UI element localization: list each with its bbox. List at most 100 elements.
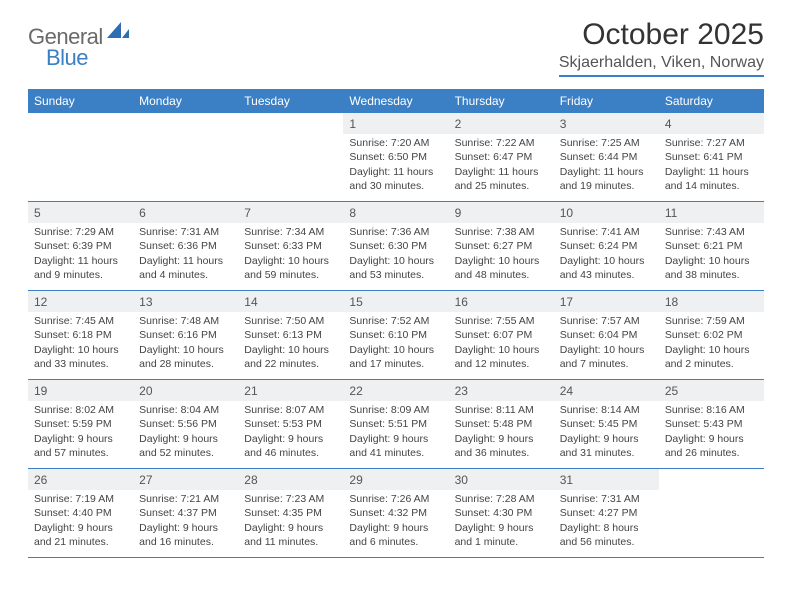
sunset-text: Sunset: 5:56 PM	[139, 417, 232, 431]
sunset-text: Sunset: 5:53 PM	[244, 417, 337, 431]
sunrise-text: Sunrise: 7:52 AM	[349, 314, 442, 328]
sunrise-text: Sunrise: 7:50 AM	[244, 314, 337, 328]
weekday-header-row: Sunday Monday Tuesday Wednesday Thursday…	[28, 89, 764, 113]
day-body: Sunrise: 7:27 AMSunset: 6:41 PMDaylight:…	[659, 136, 764, 197]
sunset-text: Sunset: 4:35 PM	[244, 506, 337, 520]
weekday-header: Thursday	[449, 89, 554, 113]
day-cell: 9Sunrise: 7:38 AMSunset: 6:27 PMDaylight…	[449, 202, 554, 290]
day-body: Sunrise: 7:31 AMSunset: 4:27 PMDaylight:…	[554, 492, 659, 553]
day-number: 27	[133, 469, 238, 490]
sunrise-text: Sunrise: 7:31 AM	[139, 225, 232, 239]
day-cell: 21Sunrise: 8:07 AMSunset: 5:53 PMDayligh…	[238, 380, 343, 468]
day-number: 24	[554, 380, 659, 401]
day-body: Sunrise: 7:20 AMSunset: 6:50 PMDaylight:…	[343, 136, 448, 197]
sunrise-text: Sunrise: 7:36 AM	[349, 225, 442, 239]
day-number: 11	[659, 202, 764, 223]
sunrise-text: Sunrise: 7:55 AM	[455, 314, 548, 328]
weekday-header: Friday	[554, 89, 659, 113]
sunrise-text: Sunrise: 7:29 AM	[34, 225, 127, 239]
sunrise-text: Sunrise: 7:23 AM	[244, 492, 337, 506]
daylight-text: Daylight: 8 hours and 56 minutes.	[560, 521, 653, 549]
sunset-text: Sunset: 5:51 PM	[349, 417, 442, 431]
sunset-text: Sunset: 5:45 PM	[560, 417, 653, 431]
day-number: 6	[133, 202, 238, 223]
sunset-text: Sunset: 6:10 PM	[349, 328, 442, 342]
day-body: Sunrise: 8:09 AMSunset: 5:51 PMDaylight:…	[343, 403, 448, 464]
sunset-text: Sunset: 6:18 PM	[34, 328, 127, 342]
sunset-text: Sunset: 6:39 PM	[34, 239, 127, 253]
day-number: 15	[343, 291, 448, 312]
sunrise-text: Sunrise: 7:43 AM	[665, 225, 758, 239]
day-body: Sunrise: 8:07 AMSunset: 5:53 PMDaylight:…	[238, 403, 343, 464]
sunrise-text: Sunrise: 7:38 AM	[455, 225, 548, 239]
daylight-text: Daylight: 10 hours and 22 minutes.	[244, 343, 337, 371]
daylight-text: Daylight: 10 hours and 53 minutes.	[349, 254, 442, 282]
sunrise-text: Sunrise: 7:20 AM	[349, 136, 442, 150]
day-body: Sunrise: 7:29 AMSunset: 6:39 PMDaylight:…	[28, 225, 133, 286]
day-number: 23	[449, 380, 554, 401]
sunrise-text: Sunrise: 7:57 AM	[560, 314, 653, 328]
day-cell: 11Sunrise: 7:43 AMSunset: 6:21 PMDayligh…	[659, 202, 764, 290]
sunrise-text: Sunrise: 7:28 AM	[455, 492, 548, 506]
weekday-header: Tuesday	[238, 89, 343, 113]
daylight-text: Daylight: 10 hours and 43 minutes.	[560, 254, 653, 282]
day-body: Sunrise: 7:25 AMSunset: 6:44 PMDaylight:…	[554, 136, 659, 197]
day-body: Sunrise: 7:36 AMSunset: 6:30 PMDaylight:…	[343, 225, 448, 286]
sunrise-text: Sunrise: 8:16 AM	[665, 403, 758, 417]
day-cell: 6 Sunrise: 7:31 AMSunset: 6:36 PMDaylight…	[133, 202, 238, 290]
sunset-text: Sunset: 6:44 PM	[560, 150, 653, 164]
day-cell: 30Sunrise: 7:28 AMSunset: 4:30 PMDayligh…	[449, 469, 554, 557]
day-cell: 15Sunrise: 7:52 AMSunset: 6:10 PMDayligh…	[343, 291, 448, 379]
day-number: 26	[28, 469, 133, 490]
day-number: 7	[238, 202, 343, 223]
day-cell: 26Sunrise: 7:19 AMSunset: 4:40 PMDayligh…	[28, 469, 133, 557]
day-cell: 29Sunrise: 7:26 AMSunset: 4:32 PMDayligh…	[343, 469, 448, 557]
logo-text-blue: Blue	[46, 45, 88, 71]
sunset-text: Sunset: 6:50 PM	[349, 150, 442, 164]
daylight-text: Daylight: 11 hours and 14 minutes.	[665, 165, 758, 193]
daylight-text: Daylight: 10 hours and 28 minutes.	[139, 343, 232, 371]
daylight-text: Daylight: 9 hours and 11 minutes.	[244, 521, 337, 549]
daylight-text: Daylight: 9 hours and 52 minutes.	[139, 432, 232, 460]
daylight-text: Daylight: 9 hours and 1 minute.	[455, 521, 548, 549]
week-row: 12Sunrise: 7:45 AMSunset: 6:18 PMDayligh…	[28, 291, 764, 380]
daylight-text: Daylight: 9 hours and 57 minutes.	[34, 432, 127, 460]
day-cell: 14Sunrise: 7:50 AMSunset: 6:13 PMDayligh…	[238, 291, 343, 379]
daylight-text: Daylight: 11 hours and 4 minutes.	[139, 254, 232, 282]
sunset-text: Sunset: 6:36 PM	[139, 239, 232, 253]
day-body: Sunrise: 7:59 AMSunset: 6:02 PMDaylight:…	[659, 314, 764, 375]
day-cell: 1Sunrise: 7:20 AMSunset: 6:50 PMDaylight…	[343, 113, 448, 201]
sunrise-text: Sunrise: 7:19 AM	[34, 492, 127, 506]
day-body: Sunrise: 7:22 AMSunset: 6:47 PMDaylight:…	[449, 136, 554, 197]
day-body: Sunrise: 7:43 AMSunset: 6:21 PMDaylight:…	[659, 225, 764, 286]
day-number: 29	[343, 469, 448, 490]
day-cell: 4Sunrise: 7:27 AMSunset: 6:41 PMDaylight…	[659, 113, 764, 201]
day-cell: .	[238, 113, 343, 201]
sunset-text: Sunset: 6:41 PM	[665, 150, 758, 164]
day-body: Sunrise: 7:50 AMSunset: 6:13 PMDaylight:…	[238, 314, 343, 375]
day-cell: 28Sunrise: 7:23 AMSunset: 4:35 PMDayligh…	[238, 469, 343, 557]
sunset-text: Sunset: 6:02 PM	[665, 328, 758, 342]
sunset-text: Sunset: 6:33 PM	[244, 239, 337, 253]
day-number: 13	[133, 291, 238, 312]
daylight-text: Daylight: 10 hours and 2 minutes.	[665, 343, 758, 371]
day-number: 25	[659, 380, 764, 401]
daylight-text: Daylight: 10 hours and 59 minutes.	[244, 254, 337, 282]
day-number: 12	[28, 291, 133, 312]
day-cell: 19Sunrise: 8:02 AMSunset: 5:59 PMDayligh…	[28, 380, 133, 468]
weekday-header: Saturday	[659, 89, 764, 113]
day-body: Sunrise: 7:28 AMSunset: 4:30 PMDaylight:…	[449, 492, 554, 553]
daylight-text: Daylight: 9 hours and 46 minutes.	[244, 432, 337, 460]
day-cell: 5Sunrise: 7:29 AMSunset: 6:39 PMDaylight…	[28, 202, 133, 290]
sunset-text: Sunset: 6:04 PM	[560, 328, 653, 342]
day-body: Sunrise: 8:14 AMSunset: 5:45 PMDaylight:…	[554, 403, 659, 464]
day-number: 30	[449, 469, 554, 490]
sunset-text: Sunset: 4:40 PM	[34, 506, 127, 520]
month-title: October 2025	[559, 18, 764, 52]
sunset-text: Sunset: 4:32 PM	[349, 506, 442, 520]
day-cell: 16Sunrise: 7:55 AMSunset: 6:07 PMDayligh…	[449, 291, 554, 379]
sunset-text: Sunset: 6:13 PM	[244, 328, 337, 342]
day-cell: 3Sunrise: 7:25 AMSunset: 6:44 PMDaylight…	[554, 113, 659, 201]
daylight-text: Daylight: 9 hours and 31 minutes.	[560, 432, 653, 460]
sunrise-text: Sunrise: 7:59 AM	[665, 314, 758, 328]
